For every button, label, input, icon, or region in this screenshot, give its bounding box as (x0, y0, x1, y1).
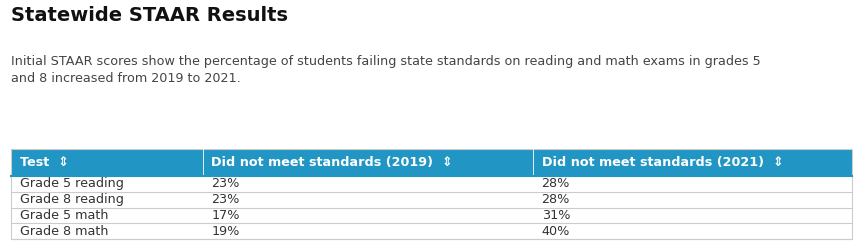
Text: 28%: 28% (542, 193, 570, 206)
Bar (11, 192, 852, 207)
Text: Did not meet standards (2019)  ⇕: Did not meet standards (2019) ⇕ (211, 156, 453, 169)
Text: 28%: 28% (542, 177, 570, 190)
Text: 31%: 31% (542, 209, 570, 222)
Text: 23%: 23% (211, 177, 240, 190)
Text: Test  ⇕: Test ⇕ (20, 156, 68, 169)
Text: Grade 5 reading: Grade 5 reading (20, 177, 123, 190)
Bar (11, 149, 852, 176)
Text: Initial STAAR scores show the percentage of students failing state standards on : Initial STAAR scores show the percentage… (11, 55, 761, 85)
Text: 23%: 23% (211, 193, 240, 206)
Text: Grade 5 math: Grade 5 math (20, 209, 108, 222)
Bar (11, 176, 852, 192)
Bar (11, 207, 852, 223)
Text: 19%: 19% (211, 225, 240, 238)
Text: 40%: 40% (542, 225, 570, 238)
Text: Grade 8 math: Grade 8 math (20, 225, 108, 238)
Bar (11, 223, 852, 239)
Text: Grade 8 reading: Grade 8 reading (20, 193, 123, 206)
Text: 17%: 17% (211, 209, 240, 222)
Text: Did not meet standards (2021)  ⇕: Did not meet standards (2021) ⇕ (542, 156, 784, 169)
Text: Statewide STAAR Results: Statewide STAAR Results (11, 6, 288, 25)
